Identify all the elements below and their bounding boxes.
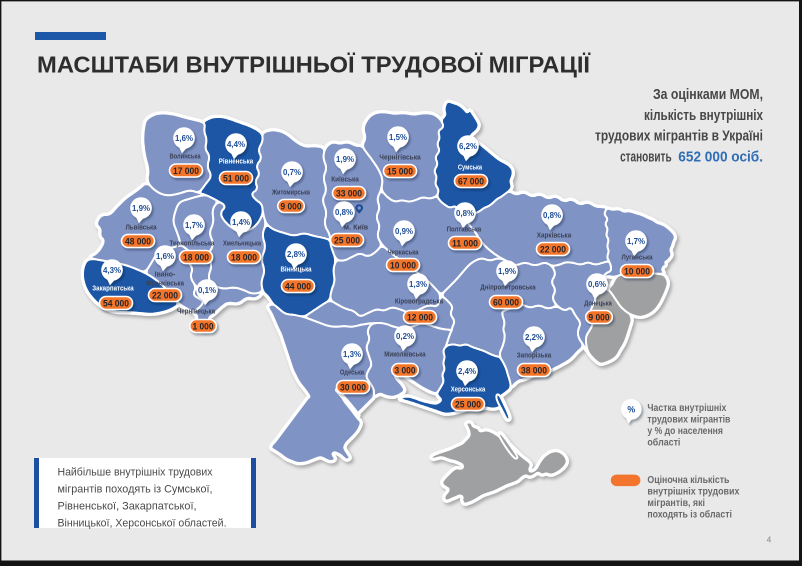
svg-text:Хмельницька: Хмельницька xyxy=(223,239,262,248)
svg-text:2,2%: 2,2% xyxy=(525,332,543,342)
svg-text:0,8%: 0,8% xyxy=(456,208,474,218)
svg-text:Харківська: Харківська xyxy=(537,231,572,240)
svg-text:1,5%: 1,5% xyxy=(389,132,407,142)
svg-text:22 000: 22 000 xyxy=(540,243,566,254)
svg-text:Луганська: Луганська xyxy=(621,253,653,262)
svg-text:1,6%: 1,6% xyxy=(156,251,174,261)
svg-text:0,1%: 0,1% xyxy=(198,285,216,295)
svg-text:області: області xyxy=(647,436,680,448)
svg-text:Житомирська: Житомирська xyxy=(271,188,310,197)
svg-text:2,8%: 2,8% xyxy=(287,249,305,259)
svg-text:12 000: 12 000 xyxy=(407,311,433,322)
svg-text:Частка внутрішніх: Частка внутрішніх xyxy=(647,403,726,414)
svg-text:кількість внутрішніх: кількість внутрішніх xyxy=(644,107,764,124)
svg-text:Волинська: Волинська xyxy=(169,152,201,161)
svg-text:9 000: 9 000 xyxy=(281,200,302,211)
svg-text:Рівненської, Закарпатської,: Рівненської, Закарпатської, xyxy=(58,501,197,513)
svg-text:51 000: 51 000 xyxy=(223,172,249,183)
svg-text:15 000: 15 000 xyxy=(387,165,413,176)
svg-text:1,9%: 1,9% xyxy=(132,203,150,213)
svg-text:Львівська: Львівська xyxy=(125,223,157,232)
svg-text:1 000: 1 000 xyxy=(193,320,214,331)
svg-text:Одеська: Одеська xyxy=(340,368,365,377)
svg-text:Вінницька: Вінницька xyxy=(280,265,312,274)
svg-text:1,7%: 1,7% xyxy=(627,236,645,246)
svg-text:Вінницької, Херсонської област: Вінницької, Херсонської областей. xyxy=(58,518,227,530)
svg-text:11 000: 11 000 xyxy=(452,237,478,248)
svg-text:60 000: 60 000 xyxy=(493,296,519,307)
svg-text:%: % xyxy=(627,405,635,415)
svg-text:18 000: 18 000 xyxy=(183,251,209,262)
svg-text:25 000: 25 000 xyxy=(455,398,481,409)
svg-text:1,6%: 1,6% xyxy=(175,133,193,143)
svg-text:Тернопільська: Тернопільська xyxy=(170,239,216,248)
svg-text:Дніпропетровська: Дніпропетровська xyxy=(480,283,536,292)
svg-text:1,4%: 1,4% xyxy=(232,217,250,227)
svg-text:0,7%: 0,7% xyxy=(283,167,301,177)
svg-text:1,9%: 1,9% xyxy=(336,154,354,164)
svg-text:Полтавська: Полтавська xyxy=(447,225,482,234)
svg-text:Херсонська: Херсонська xyxy=(451,385,486,394)
svg-text:38 000: 38 000 xyxy=(521,364,547,375)
svg-text:10 000: 10 000 xyxy=(624,265,650,276)
svg-text:Найбільше внутрішніх трудових: Найбільше внутрішніх трудових xyxy=(58,467,213,479)
svg-text:Закарпатська: Закарпатська xyxy=(92,284,134,293)
svg-text:30 000: 30 000 xyxy=(340,381,366,392)
svg-text:МАСШТАБИ ВНУТРІШНЬОЇ ТРУДОВОЇ: МАСШТАБИ ВНУТРІШНЬОЇ ТРУДОВОЇ МІГРАЦІЇ xyxy=(37,52,591,78)
svg-text:2,4%: 2,4% xyxy=(458,366,476,376)
svg-text:внутрішніх трудових: внутрішніх трудових xyxy=(647,487,739,498)
svg-text:0,9%: 0,9% xyxy=(395,226,413,236)
svg-text:33 000: 33 000 xyxy=(336,187,362,198)
svg-text:10 000: 10 000 xyxy=(390,259,416,270)
svg-text:Кіровоградська: Кіровоградська xyxy=(395,297,444,306)
svg-text:Запорізька: Запорізька xyxy=(517,351,552,360)
svg-text:0,6%: 0,6% xyxy=(588,279,606,289)
svg-text:25 000: 25 000 xyxy=(334,234,360,245)
svg-text:1,3%: 1,3% xyxy=(343,349,361,359)
svg-text:0,8%: 0,8% xyxy=(335,207,353,217)
svg-text:6,2%: 6,2% xyxy=(459,141,477,151)
svg-text:трудових мігрантів в Україні: трудових мігрантів в Україні xyxy=(595,128,763,145)
svg-text:4,4%: 4,4% xyxy=(227,139,245,149)
svg-text:походять із області: походять із області xyxy=(647,508,732,520)
svg-text:становить: становить xyxy=(620,148,672,165)
svg-text:1,3%: 1,3% xyxy=(409,279,427,289)
svg-text:у % до населення: у % до населення xyxy=(647,426,723,437)
svg-text:трудових мігрантів: трудових мігрантів xyxy=(647,414,730,425)
svg-text:За оцінками МОМ,: За оцінками МОМ, xyxy=(653,86,763,103)
svg-text:мігрантів, які: мігрантів, які xyxy=(647,498,705,509)
svg-text:0,2%: 0,2% xyxy=(396,331,414,341)
svg-text:Донецька: Донецька xyxy=(584,299,612,308)
svg-text:Чернівецька: Чернівецька xyxy=(177,307,216,316)
svg-text:Миколаївська: Миколаївська xyxy=(384,350,426,359)
svg-text:54 000: 54 000 xyxy=(103,297,129,308)
svg-text:4,3%: 4,3% xyxy=(103,265,121,275)
svg-text:17 000: 17 000 xyxy=(173,165,199,176)
svg-text:22 000: 22 000 xyxy=(152,289,178,300)
svg-text:18 000: 18 000 xyxy=(231,251,257,262)
svg-text:652 000 осіб.: 652 000 осіб. xyxy=(678,148,763,165)
svg-text:Київська: Київська xyxy=(331,175,359,184)
svg-text:Оціночна кількість: Оціночна кількість xyxy=(647,475,729,486)
svg-text:мігрантів походять із Сумської: мігрантів походять із Сумської, xyxy=(58,484,213,496)
svg-text:Франківська: Франківська xyxy=(146,279,185,288)
svg-text:48 000: 48 000 xyxy=(125,235,151,246)
svg-text:3 000: 3 000 xyxy=(395,364,416,375)
svg-text:м. Київ: м. Київ xyxy=(344,223,369,232)
svg-text:0,8%: 0,8% xyxy=(543,210,561,220)
svg-text:Чернігівська: Чернігівська xyxy=(379,153,421,162)
svg-text:44 000: 44 000 xyxy=(285,280,311,291)
svg-text:9 000: 9 000 xyxy=(589,311,610,322)
svg-text:1,9%: 1,9% xyxy=(498,266,516,276)
svg-text:1,7%: 1,7% xyxy=(185,220,203,230)
svg-text:Сумська: Сумська xyxy=(458,163,483,172)
svg-text:Черкаська: Черкаська xyxy=(387,248,419,257)
svg-text:4: 4 xyxy=(767,534,772,544)
svg-text:67 000: 67 000 xyxy=(458,175,484,186)
svg-text:Івано-: Івано- xyxy=(155,270,176,279)
svg-text:Рівненська: Рівненська xyxy=(219,157,254,166)
